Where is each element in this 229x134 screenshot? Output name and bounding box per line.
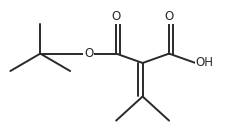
- Text: O: O: [164, 10, 173, 23]
- Text: O: O: [84, 47, 93, 60]
- Text: O: O: [111, 10, 120, 23]
- Text: OH: OH: [195, 56, 213, 70]
